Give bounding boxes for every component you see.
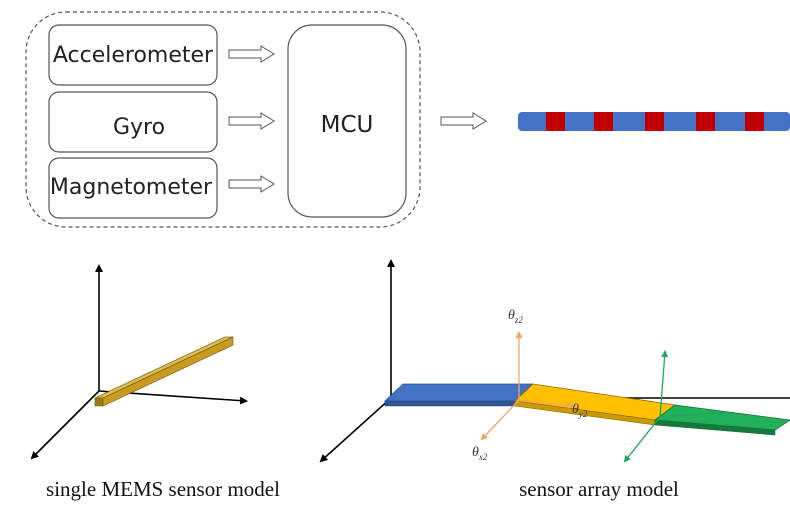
- array-segment-green: [653, 404, 790, 436]
- sensor-strip-red-segment: [745, 112, 764, 131]
- mcu-label: MCU: [321, 112, 374, 138]
- array-model-caption: sensor array model: [519, 477, 679, 501]
- arrow-accelerometer-to-mcu: [228, 45, 275, 63]
- arrow-mcu-to-strip: [440, 112, 487, 130]
- array-segment-yellow: [514, 383, 677, 426]
- single-model-caption: single MEMS sensor model: [46, 477, 280, 501]
- orange-x-arrow: [480, 399, 520, 441]
- single-y-axis: [30, 390, 100, 460]
- single-sensor-axes: [30, 264, 248, 460]
- array-axes: [319, 259, 790, 463]
- accelerometer-label: Accelerometer: [53, 43, 214, 68]
- array-segment-blue: [383, 383, 535, 407]
- sensor-strip: [518, 112, 790, 131]
- theta-z2-label: θz2: [508, 308, 523, 325]
- accelerometer-box: [48, 24, 218, 86]
- single-sensor-plate: [94, 336, 234, 407]
- theta-x2-label: θx2: [472, 445, 488, 462]
- sensor-strip-red-segment: [594, 112, 613, 131]
- magnetometer-box: [48, 157, 218, 219]
- array-y-axis: [319, 397, 392, 463]
- magnetometer-label: Magnetometer: [50, 175, 213, 200]
- arrow-magnetometer-to-mcu: [228, 175, 275, 193]
- theta-y2-label: θy2: [572, 402, 588, 419]
- green-z-arrow: [659, 350, 669, 418]
- green-y-arrow: [659, 409, 726, 418]
- gyro-label: Gyro: [113, 115, 165, 140]
- arrow-gyro-to-mcu: [228, 112, 275, 130]
- sensor-strip-red-segment: [546, 112, 565, 131]
- green-local-frame: [623, 350, 726, 463]
- green-x-arrow: [623, 416, 661, 463]
- mcu-box: [287, 24, 407, 218]
- orange-local-frame: [480, 331, 575, 441]
- sensor-strip-red-segment: [645, 112, 664, 131]
- orange-y-arrow: [518, 399, 575, 409]
- sensor-strip-red-segment: [696, 112, 715, 131]
- system-boundary: [25, 11, 421, 228]
- gyro-box: [48, 91, 218, 153]
